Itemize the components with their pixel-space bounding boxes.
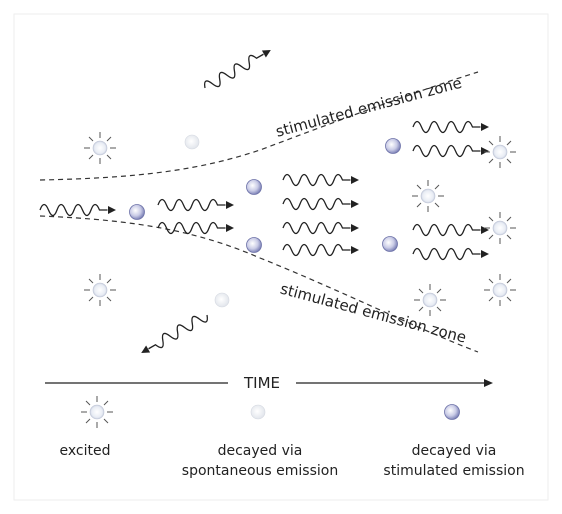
zone-label-top: stimulated emission zone [274, 74, 464, 141]
legend-label: spontaneous emission [182, 463, 338, 479]
time-label: TIME [243, 374, 280, 392]
legend-icon-stimulated [444, 404, 460, 420]
legend-icon-excited [80, 395, 114, 429]
time-arrowhead [484, 379, 493, 387]
legend-label: stimulated emission [383, 463, 524, 479]
legend-label: excited [60, 443, 111, 459]
zone-boundary-top [39, 71, 479, 181]
legend-icon-spontaneous [250, 404, 266, 420]
frame [13, 13, 549, 501]
legend-label: decayed via [218, 443, 303, 459]
legend-label: decayed via [412, 443, 497, 459]
zone-boundary-bottom [39, 215, 479, 353]
